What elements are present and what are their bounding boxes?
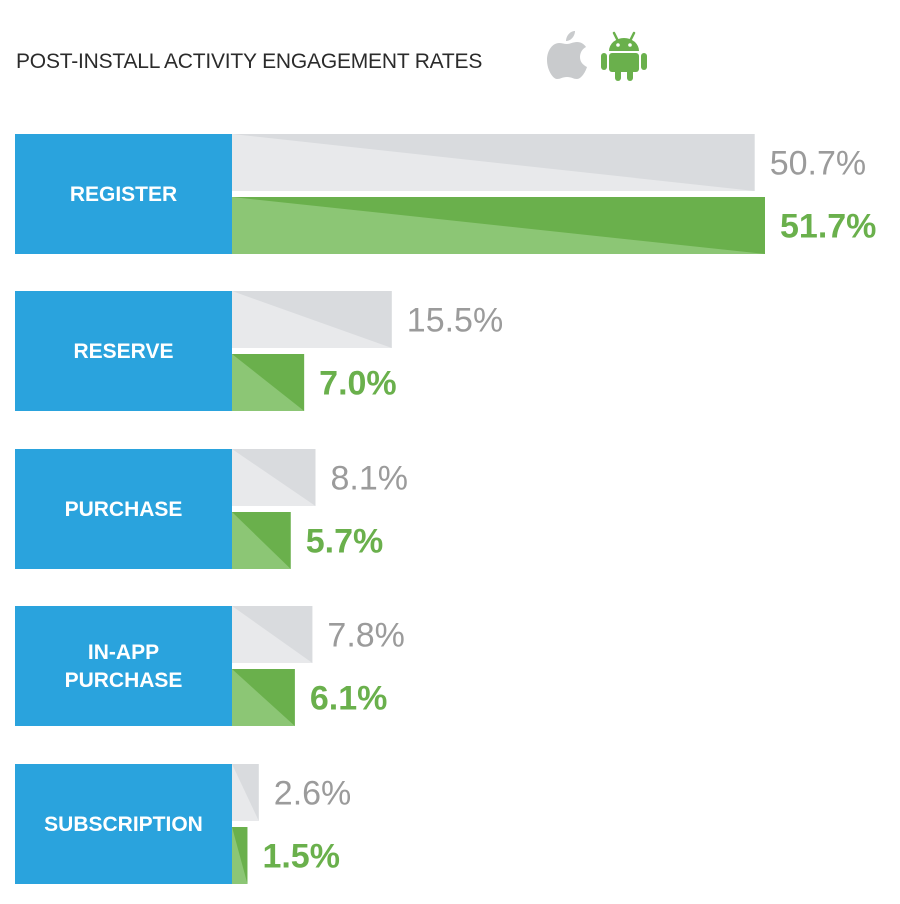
- ios-value-label: 7.8%: [327, 617, 405, 655]
- android-value-label: 1.5%: [262, 838, 340, 876]
- category-box: [15, 134, 232, 254]
- android-bar-shade: [232, 512, 291, 569]
- ios-value-label: 2.6%: [274, 775, 352, 813]
- ios-value-label: 15.5%: [407, 302, 503, 340]
- android-value-label: 5.7%: [306, 523, 384, 561]
- category-label: PURCHASE: [65, 669, 183, 692]
- android-bar-shade: [232, 197, 765, 254]
- android-value-label: 51.7%: [780, 208, 876, 246]
- category-label: REGISTER: [70, 183, 177, 206]
- ios-bar-shade: [232, 764, 259, 821]
- android-bar-shade: [232, 827, 248, 884]
- ios-bar-shade: [232, 449, 316, 506]
- category-box: [15, 291, 232, 411]
- category-label: SUBSCRIPTION: [44, 813, 203, 836]
- ios-value-label: 50.7%: [770, 145, 866, 183]
- ios-value-label: 8.1%: [331, 460, 409, 498]
- apple-icon: [547, 31, 587, 79]
- android-icon: [601, 31, 647, 81]
- category-box: [15, 764, 232, 884]
- ios-bar-shade: [232, 291, 392, 348]
- category-label: IN-APP: [88, 641, 159, 664]
- android-bar-shade: [232, 669, 295, 726]
- chart-title: POST-INSTALL ACTIVITY ENGAGEMENT RATES: [16, 50, 483, 73]
- android-value-label: 6.1%: [310, 680, 388, 718]
- category-box: [15, 606, 232, 726]
- android-value-label: 7.0%: [319, 365, 397, 403]
- category-label: PURCHASE: [65, 498, 183, 521]
- category-box: [15, 449, 232, 569]
- android-bar-shade: [232, 354, 305, 411]
- category-label: RESERVE: [74, 340, 174, 363]
- ios-bar-shade: [232, 606, 313, 663]
- ios-bar-shade: [232, 134, 755, 191]
